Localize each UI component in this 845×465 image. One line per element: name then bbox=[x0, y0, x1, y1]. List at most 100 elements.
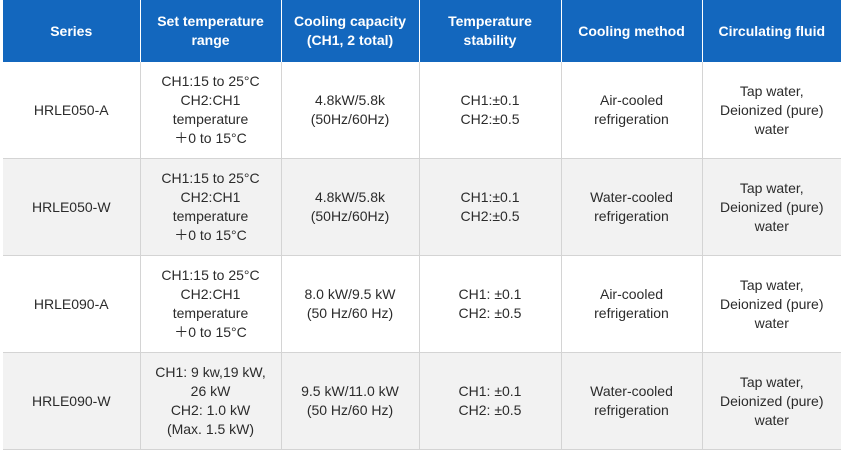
temperature-range-line: 26 kW bbox=[190, 383, 231, 399]
cell-temperature-range: CH1:15 to 25°C CH2:CH1 temperature ＋0 to… bbox=[139, 158, 281, 256]
header-set-temperature-range-line-1: Set temperature bbox=[157, 13, 264, 29]
temperature-range-line: ＋0 to 15°C bbox=[174, 227, 247, 243]
table-body: HRLE050-A CH1:15 to 25°C CH2:CH1 tempera… bbox=[3, 62, 841, 450]
cell-temperature-stability: CH1:±0.1 CH2:±0.5 bbox=[418, 158, 561, 256]
cell-cooling-capacity: 4.8kW/5.8k (50Hz/60Hz) bbox=[280, 158, 419, 256]
cell-series: HRLE050-W bbox=[3, 158, 140, 256]
circulating-fluid-line: water bbox=[754, 314, 789, 331]
series-name: HRLE090-A bbox=[33, 295, 109, 312]
cell-circulating-fluid: Tap water, Deionized (pure) water bbox=[701, 352, 841, 450]
circulating-fluid-line: Tap water, bbox=[739, 276, 804, 293]
series-name: HRLE090-W bbox=[31, 392, 111, 409]
temperature-range-line: CH1:15 to 25°C bbox=[161, 73, 260, 89]
cooling-method-line: refrigeration bbox=[594, 111, 669, 127]
stability-line: CH1: ±0.1 bbox=[458, 383, 522, 399]
spec-table: Series Set temperature range Cooling cap… bbox=[3, 0, 841, 450]
header-cooling-capacity-line-2: (CH1, 2 total) bbox=[306, 32, 394, 48]
header-cooling-method-text: Cooling method bbox=[578, 22, 685, 39]
header-temperature-stability: Temperature stability bbox=[418, 0, 562, 62]
temperature-range-line: CH1: 9 kw,19 kW, bbox=[155, 364, 266, 380]
cell-temperature-stability: CH1:±0.1 CH2:±0.5 bbox=[418, 62, 561, 159]
table-header: Series Set temperature range Cooling cap… bbox=[3, 0, 841, 62]
cell-circulating-fluid: Tap water, Deionized (pure) water bbox=[701, 158, 841, 256]
stability-line: CH2: ±0.5 bbox=[458, 402, 522, 418]
temperature-range-line: CH1:15 to 25°C bbox=[161, 267, 260, 283]
series-name: HRLE050-A bbox=[33, 101, 109, 118]
temperature-range-line: CH2:CH1 bbox=[180, 189, 241, 205]
series-name: HRLE050-W bbox=[31, 198, 111, 215]
cooling-capacity-line: 9.5 kW/11.0 kW bbox=[301, 383, 399, 399]
stability-line: CH1:±0.1 bbox=[460, 92, 520, 108]
stability-line: CH1: ±0.1 bbox=[458, 286, 522, 302]
cell-cooling-capacity: 4.8kW/5.8k (50Hz/60Hz) bbox=[280, 62, 419, 159]
cell-temperature-range: CH1:15 to 25°C CH2:CH1 temperature ＋0 to… bbox=[139, 255, 281, 353]
header-cooling-capacity-line-1: Cooling capacity bbox=[293, 13, 407, 29]
header-circulating-fluid-text: Circulating fluid bbox=[718, 22, 826, 39]
cell-series: HRLE090-W bbox=[3, 352, 140, 450]
header-temperature-stability-line-1: Temperature bbox=[448, 13, 532, 29]
temperature-range-line: CH2:CH1 bbox=[180, 286, 241, 302]
cell-series: HRLE050-A bbox=[3, 62, 140, 159]
cell-temperature-range: CH1: 9 kw,19 kW, 26 kW CH2: 1.0 kW (Max.… bbox=[139, 352, 281, 450]
temperature-range-line: temperature bbox=[172, 305, 249, 321]
header-set-temperature-range-line-2: range bbox=[191, 32, 230, 48]
cell-temperature-range: CH1:15 to 25°C CH2:CH1 temperature ＋0 to… bbox=[139, 62, 281, 159]
cell-cooling-capacity: 9.5 kW/11.0 kW (50 Hz/60 Hz) bbox=[280, 352, 419, 450]
header-row: Series Set temperature range Cooling cap… bbox=[3, 0, 841, 62]
cell-circulating-fluid: Tap water, Deionized (pure) water bbox=[701, 62, 841, 159]
temperature-range-line: ＋0 to 15°C bbox=[174, 324, 247, 340]
temperature-range-line: temperature bbox=[172, 208, 249, 224]
header-series: Series bbox=[3, 0, 141, 62]
cooling-capacity-line: (50Hz/60Hz) bbox=[310, 208, 390, 224]
cooling-method-line: refrigeration bbox=[594, 208, 669, 224]
circulating-fluid-line: Deionized (pure) bbox=[720, 392, 824, 409]
cooling-capacity-line: (50 Hz/60 Hz) bbox=[306, 305, 394, 321]
cooling-method-line: Air-cooled bbox=[599, 286, 664, 302]
stability-line: CH2: ±0.5 bbox=[458, 305, 522, 321]
cooling-method-line: Water-cooled bbox=[590, 383, 673, 399]
cooling-capacity-line: (50 Hz/60 Hz) bbox=[306, 402, 394, 418]
cooling-capacity-line: 4.8kW/5.8k bbox=[314, 92, 386, 108]
cooling-capacity-line: 8.0 kW/9.5 kW bbox=[304, 286, 396, 302]
cell-cooling-method: Water-cooled refrigeration bbox=[560, 158, 702, 256]
temperature-range-line: CH2:CH1 bbox=[180, 92, 241, 108]
header-series-text: Series bbox=[50, 22, 93, 39]
temperature-range-line: temperature bbox=[172, 111, 249, 127]
stability-line: CH2:±0.5 bbox=[460, 208, 520, 224]
header-temperature-stability-line-2: stability bbox=[463, 32, 517, 48]
circulating-fluid-line: water bbox=[754, 217, 789, 234]
table-row: HRLE090-A CH1:15 to 25°C CH2:CH1 tempera… bbox=[3, 255, 841, 353]
cooling-capacity-line: (50Hz/60Hz) bbox=[310, 111, 390, 127]
circulating-fluid-line: Tap water, bbox=[739, 82, 804, 99]
cooling-method-line: Air-cooled bbox=[599, 92, 664, 108]
temperature-range-line: CH2: 1.0 kW bbox=[170, 402, 251, 418]
cell-cooling-capacity: 8.0 kW/9.5 kW (50 Hz/60 Hz) bbox=[280, 255, 419, 353]
circulating-fluid-line: Deionized (pure) bbox=[720, 295, 824, 312]
circulating-fluid-line: Deionized (pure) bbox=[720, 198, 824, 215]
stability-line: CH2:±0.5 bbox=[460, 111, 520, 127]
header-circulating-fluid: Circulating fluid bbox=[701, 0, 841, 62]
cell-cooling-method: Water-cooled refrigeration bbox=[560, 352, 702, 450]
temperature-range-line: ＋0 to 15°C bbox=[174, 130, 247, 146]
temperature-range-line: CH1:15 to 25°C bbox=[161, 170, 260, 186]
cell-temperature-stability: CH1: ±0.1 CH2: ±0.5 bbox=[418, 352, 561, 450]
circulating-fluid-line: water bbox=[754, 411, 789, 428]
cooling-capacity-line: 4.8kW/5.8k bbox=[314, 189, 386, 205]
temperature-range-line: (Max. 1.5 kW) bbox=[166, 421, 255, 437]
circulating-fluid-line: water bbox=[754, 120, 789, 137]
table-row: HRLE050-A CH1:15 to 25°C CH2:CH1 tempera… bbox=[3, 62, 841, 159]
cooling-method-line: refrigeration bbox=[594, 402, 669, 418]
table-row: HRLE090-W CH1: 9 kw,19 kW, 26 kW CH2: 1.… bbox=[3, 352, 841, 450]
table-row: HRLE050-W CH1:15 to 25°C CH2:CH1 tempera… bbox=[3, 158, 841, 256]
cooling-method-line: refrigeration bbox=[594, 305, 669, 321]
header-cooling-capacity: Cooling capacity (CH1, 2 total) bbox=[280, 0, 420, 62]
cell-temperature-stability: CH1: ±0.1 CH2: ±0.5 bbox=[418, 255, 561, 353]
circulating-fluid-line: Tap water, bbox=[739, 179, 804, 196]
cell-cooling-method: Air-cooled refrigeration bbox=[560, 255, 702, 353]
cooling-method-line: Water-cooled bbox=[590, 189, 673, 205]
circulating-fluid-line: Deionized (pure) bbox=[720, 101, 824, 118]
header-cooling-method: Cooling method bbox=[560, 0, 703, 62]
circulating-fluid-line: Tap water, bbox=[739, 373, 804, 390]
cell-series: HRLE090-A bbox=[3, 255, 140, 353]
cell-circulating-fluid: Tap water, Deionized (pure) water bbox=[701, 255, 841, 353]
